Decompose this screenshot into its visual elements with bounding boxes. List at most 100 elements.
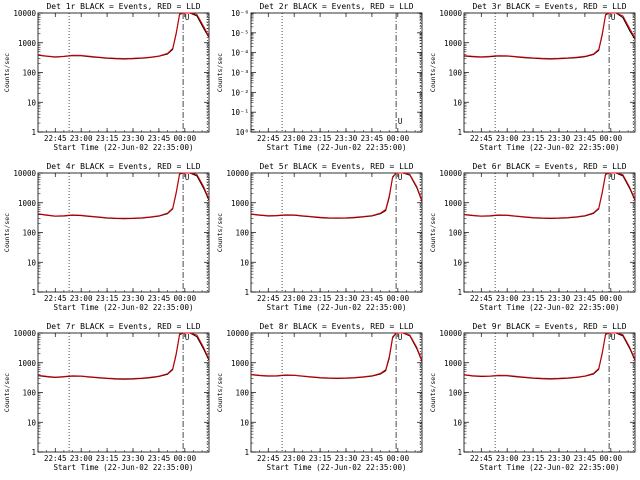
x-axis-title: Start Time (22-Jun-02 22:35:00) — [54, 463, 194, 472]
x-tick-label: 23:45 — [574, 294, 597, 303]
x-tick-label: 23:45 — [361, 294, 384, 303]
y-tick-label: 100 — [235, 229, 249, 238]
x-tick-label: 22:45 — [257, 134, 280, 143]
x-tick-label: 00:00 — [387, 454, 410, 463]
y-tick-label: 10⁻³ — [231, 69, 249, 78]
x-tick-label: 22:45 — [470, 134, 493, 143]
mark-label: U — [611, 333, 616, 342]
x-tick-label: 23:00 — [70, 134, 93, 143]
y-tick-label: 1000 — [231, 199, 250, 208]
x-tick-label: 00:00 — [174, 454, 197, 463]
x-tick-label: 23:15 — [309, 294, 332, 303]
y-tick-label: 10 — [27, 98, 37, 107]
mark-label: U — [185, 173, 190, 182]
x-tick-label: 00:00 — [387, 134, 410, 143]
panel-det-9: Det 9r BLACK = Events, RED = LLD 1 10 100 10… — [426, 320, 639, 480]
y-tick-label: 10⁰ — [235, 128, 249, 137]
y-tick-label: 100 — [448, 229, 462, 238]
y-tick-label: 1000 — [18, 359, 37, 368]
y-tick-label: 1 — [457, 288, 462, 297]
panel-title: Det 4r BLACK = Events, RED = LLD — [46, 162, 200, 171]
y-axis-title: Counts/sec — [3, 53, 11, 92]
mark-label: U — [398, 173, 403, 182]
y-tick-label: 1 — [457, 128, 462, 137]
y-tick-label: 1000 — [231, 359, 250, 368]
x-tick-label: 23:45 — [361, 454, 384, 463]
x-tick-label: 23:30 — [335, 294, 358, 303]
y-axis-title: Counts/sec — [429, 53, 437, 92]
x-axis-title: Start Time (22-Jun-02 22:35:00) — [54, 143, 194, 152]
x-tick-label: 23:30 — [335, 454, 358, 463]
x-axis-title: Start Time (22-Jun-02 22:35:00) — [267, 143, 407, 152]
panel-svg: Det 1r BLACK = Events, RED = LLD 1 10 100 10… — [3, 2, 210, 152]
mark-label: U — [185, 333, 190, 342]
x-tick-label: 23:45 — [574, 134, 597, 143]
mark-label: U — [398, 333, 403, 342]
panel-title: Det 6r BLACK = Events, RED = LLD — [472, 162, 626, 171]
panel-title: Det 1r BLACK = Events, RED = LLD — [46, 2, 200, 11]
y-tick-label: 10⁻⁴ — [231, 49, 249, 58]
x-tick-label: 23:30 — [548, 134, 571, 143]
x-tick-label: 23:15 — [309, 454, 332, 463]
y-tick-label: 1000 — [444, 359, 463, 368]
y-tick-label: 10 — [453, 98, 463, 107]
y-tick-label: 10000 — [13, 169, 36, 178]
x-tick-label: 00:00 — [174, 294, 197, 303]
y-axis-title: Counts/sec — [429, 373, 437, 412]
y-tick-label: 1 — [31, 128, 36, 137]
y-tick-label: 100 — [22, 69, 36, 78]
mark-label: U — [611, 173, 616, 182]
x-tick-label: 23:30 — [548, 454, 571, 463]
x-tick-label: 23:00 — [283, 294, 306, 303]
panel-title: Det 5r BLACK = Events, RED = LLD — [259, 162, 413, 171]
panel-svg: Det 2r BLACK = Events, RED = LLD 10⁰ 10⁻¹ 1… — [216, 2, 423, 152]
y-tick-label: 1000 — [18, 39, 37, 48]
y-tick-label: 10⁻⁶ — [231, 9, 249, 18]
x-tick-label: 23:15 — [522, 294, 545, 303]
x-tick-label: 23:00 — [70, 294, 93, 303]
x-axis-title: Start Time (22-Jun-02 22:35:00) — [480, 143, 620, 152]
panel-det-2: Det 2r BLACK = Events, RED = LLD 10⁰ 10⁻¹ 1… — [213, 0, 426, 160]
mark-label: U — [611, 13, 616, 22]
x-tick-label: 22:45 — [44, 454, 67, 463]
panel-det-7: Det 7r BLACK = Events, RED = LLD 1 10 100 10… — [0, 320, 213, 480]
x-axis-title: Start Time (22-Jun-02 22:35:00) — [267, 463, 407, 472]
y-tick-label: 100 — [448, 389, 462, 398]
panel-svg: Det 8r BLACK = Events, RED = LLD 1 10 100 10… — [216, 322, 423, 472]
lld-series-line — [37, 332, 210, 380]
mark-label: U — [398, 117, 403, 126]
y-tick-label: 10 — [240, 418, 250, 427]
x-tick-label: 23:15 — [96, 454, 119, 463]
panel-det-3: Det 3r BLACK = Events, RED = LLD 1 10 100 10… — [426, 0, 639, 160]
panel-det-1: Det 1r BLACK = Events, RED = LLD 1 10 100 10… — [0, 0, 213, 160]
x-tick-label: 23:30 — [335, 134, 358, 143]
x-axis-title: Start Time (22-Jun-02 22:35:00) — [54, 303, 194, 312]
x-tick-label: 23:00 — [283, 134, 306, 143]
mark-label: U — [185, 13, 190, 22]
panel-svg: Det 7r BLACK = Events, RED = LLD 1 10 100 10… — [3, 322, 210, 472]
x-tick-label: 23:15 — [309, 134, 332, 143]
lld-series-line — [37, 172, 210, 219]
y-tick-label: 100 — [235, 389, 249, 398]
panel-det-4: Det 4r BLACK = Events, RED = LLD 1 10 100 10… — [0, 160, 213, 320]
y-tick-label: 100 — [22, 389, 36, 398]
y-tick-label: 1000 — [444, 199, 463, 208]
y-tick-label: 10 — [27, 258, 37, 267]
y-tick-label: 100 — [22, 229, 36, 238]
lld-series-line — [250, 172, 423, 219]
panel-svg: Det 3r BLACK = Events, RED = LLD 1 10 100 10… — [429, 2, 636, 152]
lld-series-line — [37, 12, 210, 60]
x-tick-label: 23:30 — [122, 134, 145, 143]
x-tick-label: 22:45 — [257, 294, 280, 303]
x-tick-label: 22:45 — [44, 294, 67, 303]
x-axis-title: Start Time (22-Jun-02 22:35:00) — [480, 303, 620, 312]
x-tick-label: 23:30 — [122, 294, 145, 303]
y-tick-label: 1 — [457, 448, 462, 457]
y-tick-label: 10000 — [226, 169, 249, 178]
panel-title: Det 9r BLACK = Events, RED = LLD — [472, 322, 626, 331]
y-tick-label: 1000 — [18, 199, 37, 208]
panel-title: Det 7r BLACK = Events, RED = LLD — [46, 322, 200, 331]
y-axis-title: Counts/sec — [429, 213, 437, 252]
panel-title: Det 3r BLACK = Events, RED = LLD — [472, 2, 626, 11]
panel-title: Det 2r BLACK = Events, RED = LLD — [259, 2, 413, 11]
